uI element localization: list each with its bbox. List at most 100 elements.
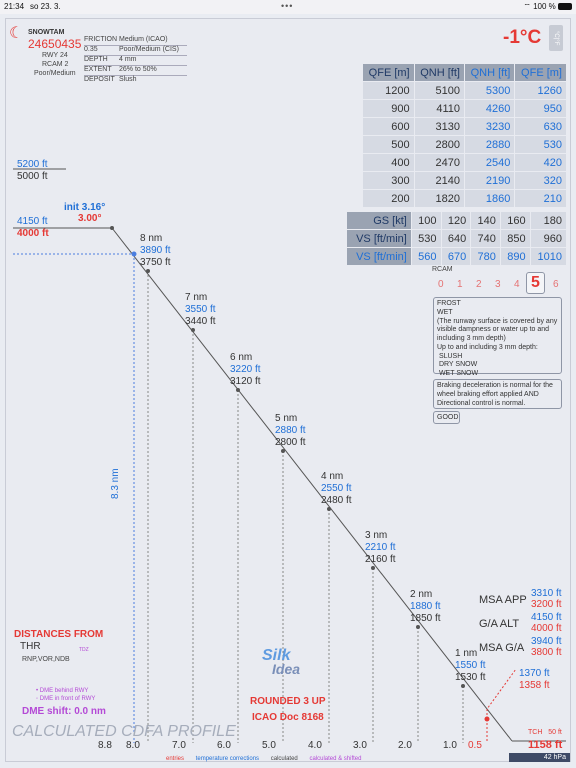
profile-alt-blue: 3890 ft: [140, 245, 171, 256]
profile-alt-blue: 3550 ft: [185, 304, 216, 315]
icao-doc-note: ICAO Doc 8168: [252, 712, 324, 723]
dme-shift-value[interactable]: DME shift: 0.0 nm: [22, 706, 106, 717]
legend: entries temperature corrections calculat…: [166, 756, 361, 762]
snowtam-title: SNOWTAM: [28, 29, 65, 36]
x-tick-label: 7.0: [172, 740, 186, 751]
qfe-m-corrected-header[interactable]: QFE [m]: [514, 63, 567, 82]
distances-tdz[interactable]: TDZ: [79, 647, 89, 653]
x-tick-label: 3.0: [353, 740, 367, 751]
hpa-badge: 42 hPa: [509, 753, 570, 762]
msa-app-red: 3200 ft: [531, 599, 562, 610]
vertical-distance-label: 8.3 nm: [110, 468, 121, 499]
cdfa-panel: ☾ SNOWTAM 24650435 RWY 24 RCAM 2 Poor/Me…: [5, 18, 571, 762]
top-alt-blue: 5200 ft: [17, 159, 48, 170]
multitask-dots[interactable]: •••: [281, 1, 294, 11]
profile-alt-gray: 3750 ft: [140, 257, 171, 268]
x-tick-label: 8.0: [126, 740, 140, 751]
qfe-cell: 530: [514, 135, 567, 154]
qnh-ft-corrected-header[interactable]: QNH [ft]: [463, 63, 516, 82]
footer-title: CALCULATED CDFA PROFILE: [12, 723, 236, 740]
glide-angle: 3.00°: [78, 213, 102, 224]
qfe-row: 900 4110 4260 950: [362, 99, 567, 118]
braking-level-badge[interactable]: GOOD: [433, 411, 460, 424]
vs-corrected-header[interactable]: VS [ft/min]: [346, 247, 412, 266]
units-toggle[interactable]: °C|°F: [549, 25, 563, 51]
profile-alt-gray: 2160 ft: [365, 554, 396, 565]
profile-alt-gray: 3120 ft: [230, 376, 261, 387]
moon-icon[interactable]: ☾: [9, 25, 24, 42]
status-date: so 23. 3.: [30, 2, 61, 11]
rcam-option-3[interactable]: 3: [495, 279, 501, 290]
dme-front-option[interactable]: ◦ DME in front of RWY: [36, 696, 96, 702]
qfe-cell: 2140: [413, 171, 465, 190]
top-alt-gray: 5000 ft: [17, 171, 48, 182]
snowtam-rwy: RWY 24: [42, 52, 68, 59]
init-angle-label: init 3.16°: [64, 202, 106, 213]
qfe-cell: 1860: [463, 189, 516, 208]
snowtam-details: FRICTION Medium (ICAO) 0.35 Poor/Medium (C…: [84, 36, 187, 86]
msa-app-label: MSA APP: [479, 594, 527, 606]
half-nm-blue: 1370 ft: [519, 668, 550, 679]
ga-alt-label: G/A ALT: [479, 618, 520, 630]
vs-corrected-value: 890: [499, 247, 531, 266]
profile-alt-blue: 2210 ft: [365, 542, 396, 553]
distances-modes: RNP,VOR,NDB: [22, 656, 70, 663]
profile-alt-blue: 1880 ft: [410, 601, 441, 612]
distances-title: DISTANCES FROM: [14, 629, 104, 640]
gs-value: 140: [470, 211, 501, 230]
qfe-m-header[interactable]: QFE [m]: [362, 63, 415, 82]
msa-ga-blue: 3940 ft: [531, 636, 562, 647]
rcam-desc-line: Up to and including 3 mm depth:: [437, 343, 538, 351]
battery-status: ⌔ 100 %: [523, 2, 572, 12]
rcam-desc-line: (The runway surface is covered by any: [437, 317, 558, 325]
half-nm-dot: [484, 716, 490, 722]
vs-corrected-value: 670: [440, 247, 472, 266]
rcam-desc-line: including 3 mm depth): [437, 335, 506, 342]
x-tick-label: 6.0: [217, 740, 231, 751]
rounded-note: ROUNDED 3 UP: [250, 696, 326, 707]
braking-description: Braking deceleration is normal for the wh…: [433, 379, 562, 409]
x-tick-label: 1.0: [443, 740, 457, 751]
gs-header[interactable]: GS [kt]: [346, 211, 412, 230]
vs-value: 740: [470, 229, 501, 248]
fap-alt-red: 4000 ft: [17, 228, 49, 239]
temperature-value[interactable]: -1°C: [503, 27, 542, 48]
profile-nm-label: 4 nm: [321, 471, 344, 482]
qfe-cell: 500: [362, 135, 415, 154]
descent-profile-line: [111, 227, 513, 742]
qfe-cell: 950: [514, 99, 567, 118]
rcam-desc-line: WET: [437, 308, 453, 316]
qfe-row: 600 3130 3230 630: [362, 117, 567, 136]
rcam-desc-line: DRY SNOW: [437, 361, 478, 369]
msa-app-blue: 3310 ft: [531, 588, 562, 599]
snowtam-cond: Poor/Medium: [34, 70, 76, 77]
dme-behind-option[interactable]: • DME behind RWY: [36, 688, 89, 694]
distances-thr[interactable]: THR: [20, 641, 41, 652]
vs-value: 960: [529, 229, 568, 248]
profile-alt-blue: 2880 ft: [275, 425, 306, 436]
tch-label: TCH 50 ft: [528, 729, 562, 736]
qfe-cell: 300: [362, 171, 415, 190]
x-tick-label: 4.0: [308, 740, 322, 751]
legend-calculated: calculated: [270, 756, 298, 762]
qfe-cell: 5300: [463, 81, 516, 100]
braking-line: Braking deceleration is normal for the: [437, 382, 553, 389]
tch-altitude: 1158 ft: [528, 739, 563, 751]
rcam-desc-line: FROST: [437, 300, 461, 307]
legend-entries: entries: [166, 756, 185, 762]
rcam-option-4[interactable]: 4: [514, 279, 520, 290]
qfe-cell: 600: [362, 117, 415, 136]
rcam-option-6[interactable]: 6: [553, 279, 559, 290]
rcam-option-2[interactable]: 2: [476, 279, 482, 290]
profile-nm-label: 7 nm: [185, 292, 208, 303]
half-nm-red: 1358 ft: [519, 680, 550, 691]
qfe-cell: 420: [514, 153, 567, 172]
vs-value: 530: [410, 229, 442, 248]
qfe-cell: 630: [514, 117, 567, 136]
profile-alt-blue: 2550 ft: [321, 483, 352, 494]
qfe-cell: 2880: [463, 135, 516, 154]
rcam-option-5-selected[interactable]: 5: [526, 272, 545, 294]
rcam-option-0[interactable]: 0: [438, 279, 444, 290]
msa-ga-red: 3800 ft: [531, 647, 562, 658]
rcam-option-1[interactable]: 1: [457, 279, 463, 290]
